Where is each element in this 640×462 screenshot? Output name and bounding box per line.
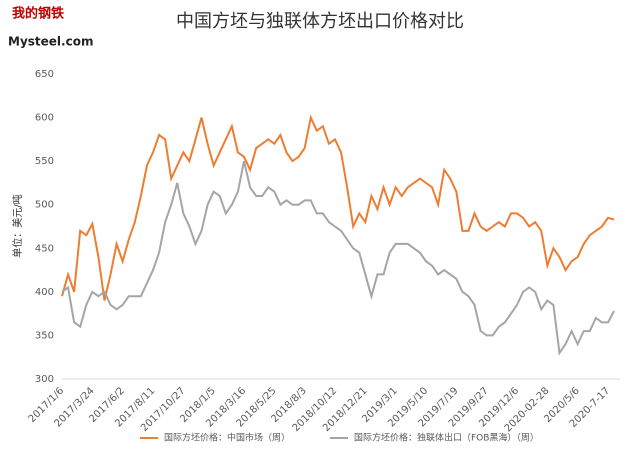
y-tick-label: 400 — [35, 287, 54, 298]
y-tick-label: 350 — [35, 330, 54, 341]
logo-top: 我的钢铁 — [12, 6, 64, 22]
logo-bottom: Mysteel.com — [8, 35, 93, 49]
chart-title: 中国方坯与独联体方坯出口价格对比 — [176, 11, 464, 32]
y-tick-label: 300 — [35, 374, 54, 385]
y-tick-label: 600 — [35, 113, 54, 124]
y-axis-label: 单位：美元/吨 — [11, 194, 24, 257]
legend-label: 国际方坯价格：中国市场（周） — [164, 432, 290, 444]
y-tick-label: 550 — [35, 156, 54, 167]
series-line — [61, 114, 615, 301]
y-tick-label: 450 — [35, 243, 54, 254]
y-tick-label: 650 — [35, 69, 54, 80]
legend-label: 国际方坯价格：独联体出口（FOB黑海）（周） — [354, 432, 539, 444]
y-tick-label: 500 — [35, 200, 54, 211]
series-line — [61, 160, 615, 356]
